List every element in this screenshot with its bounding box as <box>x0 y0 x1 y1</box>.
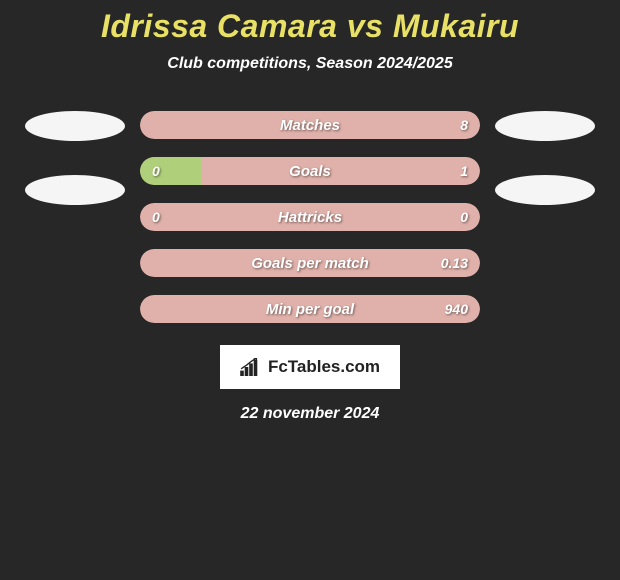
date-text: 22 november 2024 <box>241 405 380 423</box>
player-left-avatars <box>25 111 125 205</box>
stat-row: 0Goals1 <box>140 157 480 185</box>
page-title: Idrissa Camara vs Mukairu <box>0 8 620 45</box>
footer: FcTables.com 22 november 2024 <box>0 345 620 423</box>
avatar-ellipse <box>25 111 125 141</box>
stats-area: Matches80Goals10Hattricks0Goals per matc… <box>0 111 620 323</box>
stat-row: 0Hattricks0 <box>140 203 480 231</box>
brand-box: FcTables.com <box>220 345 400 389</box>
brand-text: FcTables.com <box>268 357 380 377</box>
player-right-avatars <box>495 111 595 205</box>
avatar-ellipse <box>495 175 595 205</box>
stat-row: Matches8 <box>140 111 480 139</box>
page-subtitle: Club competitions, Season 2024/2025 <box>0 55 620 73</box>
stat-label: Matches <box>140 117 480 134</box>
stat-label: Min per goal <box>140 301 480 318</box>
stats-rows: Matches80Goals10Hattricks0Goals per matc… <box>140 111 480 323</box>
avatar-ellipse <box>25 175 125 205</box>
stat-row: Min per goal940 <box>140 295 480 323</box>
avatar-ellipse <box>495 111 595 141</box>
chart-icon <box>240 358 262 376</box>
stat-label: Hattricks <box>140 209 480 226</box>
stat-value-right: 940 <box>445 301 468 317</box>
comparison-container: Idrissa Camara vs Mukairu Club competiti… <box>0 0 620 423</box>
stat-row: Goals per match0.13 <box>140 249 480 277</box>
stat-value-right: 1 <box>460 163 468 179</box>
stat-label: Goals <box>140 163 480 180</box>
stat-value-right: 8 <box>460 117 468 133</box>
stat-label: Goals per match <box>140 255 480 272</box>
stat-value-right: 0.13 <box>441 255 468 271</box>
stat-value-right: 0 <box>460 209 468 225</box>
